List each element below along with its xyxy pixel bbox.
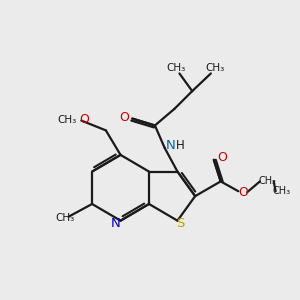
Text: O: O [79,113,89,126]
Text: H: H [176,139,185,152]
Text: S: S [176,217,184,230]
Text: CH₂: CH₂ [259,176,277,186]
Text: N: N [166,139,176,152]
Text: O: O [119,111,129,124]
Text: CH₃: CH₃ [55,213,74,223]
Text: CH₃: CH₃ [272,186,291,196]
Text: CH₃: CH₃ [205,63,224,73]
Text: O: O [218,152,228,164]
Text: O: O [238,186,248,199]
Text: CH₃: CH₃ [57,115,76,124]
Text: N: N [111,217,121,230]
Text: CH₃: CH₃ [166,63,185,73]
